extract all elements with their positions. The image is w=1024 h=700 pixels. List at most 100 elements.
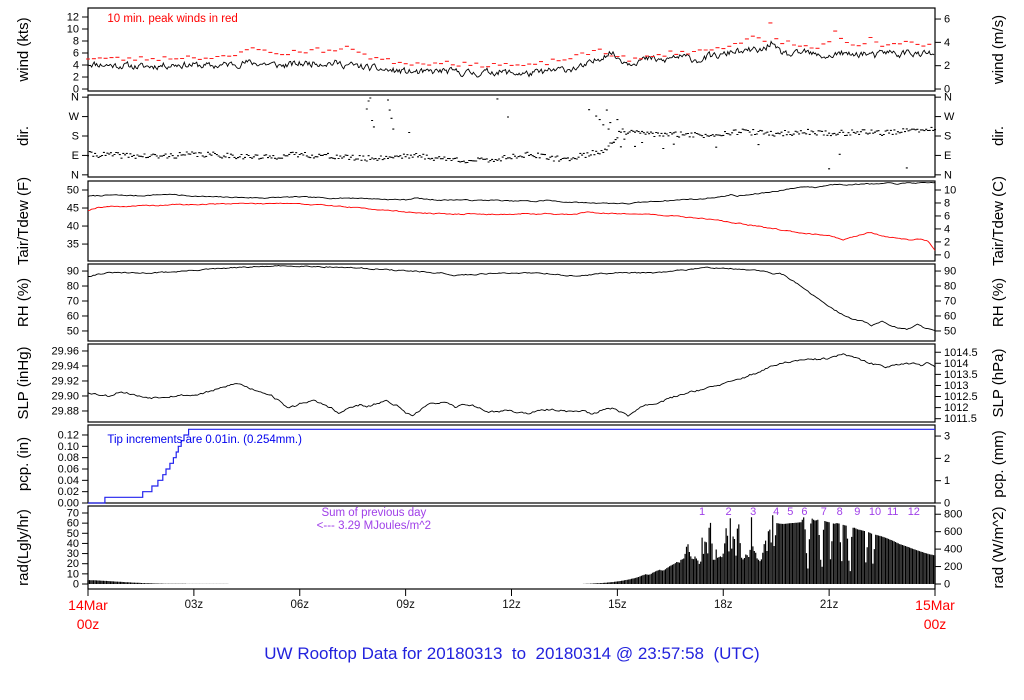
- wind-speed-kts: [87, 40, 935, 78]
- tick-label-right-slp: 1011.5: [944, 413, 977, 425]
- tick-label-left-dir: W: [69, 111, 80, 123]
- sea-level-pressure: [87, 353, 936, 417]
- tick-label-right-temperature: 6: [944, 210, 950, 222]
- axis-label-left-rh: RH (%): [15, 278, 32, 327]
- annotation-radiation: 8: [837, 506, 843, 518]
- tick-label-right-rh: 50: [944, 325, 956, 337]
- tair-f: [87, 181, 936, 205]
- tick-label-left-precip: 0.12: [58, 429, 79, 441]
- tick-label-left-rh: 50: [67, 325, 79, 337]
- tick-label-right-radiation: 0: [944, 578, 950, 590]
- tick-label-right-rh: 70: [944, 296, 956, 308]
- tick-label-right-dir: E: [944, 150, 951, 162]
- axis-label-right-precip: pcp. (mm): [990, 430, 1007, 498]
- tick-label-left-rh: 90: [67, 266, 79, 278]
- tick-label-right-slp: 1013.5: [944, 369, 978, 381]
- panel-temperature-box: [87, 180, 936, 262]
- annotation-radiation: 12: [908, 506, 920, 518]
- tdew-f: [87, 202, 936, 251]
- axis-label-left-slp: SLP (inHg): [15, 346, 32, 419]
- precip-accum: [88, 428, 935, 504]
- axis-label-right-radiation: rad (W/m^2): [990, 506, 1007, 588]
- x-end-date: 15Mar: [915, 597, 955, 613]
- tick-label-right-wind: 6: [944, 14, 950, 26]
- annotation-radiation: 7: [821, 506, 827, 518]
- x-start-date: 14Mar: [68, 597, 108, 613]
- x-tick-label: 15z: [608, 599, 627, 611]
- annotation-radiation: Sum of previous day: [321, 507, 426, 519]
- annotation-radiation: 2: [725, 506, 731, 518]
- tick-label-left-radiation: 0: [73, 578, 79, 590]
- tick-label-right-slp: 1013: [944, 380, 968, 392]
- tick-label-left-slp: 29.96: [51, 345, 79, 357]
- tick-label-left-precip: 0.06: [58, 463, 79, 475]
- tick-label-right-temperature: 0: [944, 249, 950, 261]
- relative-humidity: [88, 265, 936, 331]
- tick-label-left-slp: 29.90: [51, 390, 79, 402]
- axis-label-right-rh: RH (%): [990, 278, 1007, 327]
- annotation-radiation: 10: [869, 506, 881, 518]
- panel-dir-box: [87, 94, 936, 178]
- tick-label-right-dir: N: [944, 92, 952, 104]
- tick-label-left-precip: 0.04: [58, 475, 79, 487]
- tick-label-left-rh: 80: [67, 281, 79, 293]
- annotation-radiation: 5: [787, 506, 793, 518]
- axis-label-right-dir: dir.: [990, 126, 1007, 146]
- tick-label-left-radiation: 40: [67, 538, 79, 550]
- tick-label-right-precip: 1: [944, 475, 950, 487]
- tick-label-left-wind: 2: [73, 72, 79, 84]
- annotation-radiation: <--- 3.29 MJoules/m^2: [317, 520, 431, 532]
- tick-label-left-temperature: 40: [67, 221, 79, 233]
- tick-label-right-rh: 80: [944, 281, 956, 293]
- axis-label-right-temperature: Tair/Tdew (C): [990, 176, 1007, 266]
- tick-label-right-rh: 60: [944, 310, 956, 322]
- tick-label-left-wind: 8: [73, 36, 79, 48]
- tick-label-left-radiation: 30: [67, 548, 79, 560]
- tick-label-left-radiation: 20: [67, 558, 79, 570]
- annotation-radiation: 6: [801, 506, 807, 518]
- annotation-precip: Tip increments are 0.01in. (0.254mm.): [107, 434, 302, 446]
- figure-title: UW Rooftop Data for 20180313 to 20180314…: [264, 644, 760, 663]
- axis-label-left-temperature: Tair/Tdew (F): [15, 177, 32, 265]
- annotation-radiation: 11: [887, 506, 898, 518]
- x-tick-label: 06z: [290, 599, 309, 611]
- tick-label-left-temperature: 50: [67, 185, 79, 197]
- tick-label-left-rh: 60: [67, 310, 79, 322]
- tick-label-left-precip: 0.08: [58, 452, 79, 464]
- tick-label-left-wind: 0: [73, 84, 79, 96]
- tick-label-left-slp: 29.92: [51, 375, 79, 387]
- tick-label-right-temperature: 10: [944, 185, 956, 197]
- tick-label-right-precip: 0: [944, 498, 950, 510]
- tick-label-left-dir: N: [71, 92, 79, 104]
- tick-label-right-wind: 4: [944, 37, 950, 49]
- tick-label-right-wind: 2: [944, 60, 950, 72]
- tick-label-left-precip: 0.10: [58, 441, 79, 453]
- tick-label-right-dir: S: [944, 131, 951, 143]
- tick-label-right-dir: N: [944, 169, 952, 181]
- tick-label-right-temperature: 2: [944, 236, 950, 248]
- x-tick-label: 09z: [396, 599, 415, 611]
- tick-label-left-radiation: 70: [67, 508, 79, 520]
- tick-label-left-temperature: 45: [67, 203, 79, 215]
- tick-label-left-wind: 6: [73, 48, 79, 60]
- tick-label-left-radiation: 50: [67, 528, 79, 540]
- x-tick-label: 12z: [502, 599, 521, 611]
- x-start-hour: 00z: [77, 616, 100, 632]
- tick-label-left-precip: 0.02: [58, 486, 79, 498]
- tick-label-left-dir: S: [72, 131, 79, 143]
- tick-label-left-radiation: 10: [67, 568, 79, 580]
- tick-label-right-temperature: 8: [944, 197, 950, 209]
- tick-label-right-slp: 1012.5: [944, 391, 978, 403]
- tick-label-left-slp: 29.88: [51, 405, 79, 417]
- tick-label-right-slp: 1014: [944, 358, 968, 370]
- tick-label-left-dir: N: [71, 169, 79, 181]
- peak-wind-10min: [86, 22, 932, 68]
- x-tick-label: 03z: [185, 599, 204, 611]
- tick-label-right-temperature: 4: [944, 223, 950, 235]
- tick-label-left-slp: 29.94: [51, 360, 79, 372]
- panel-slp-box: [87, 343, 936, 423]
- tick-label-right-dir: W: [944, 111, 955, 123]
- x-tick-label: 21z: [820, 599, 839, 611]
